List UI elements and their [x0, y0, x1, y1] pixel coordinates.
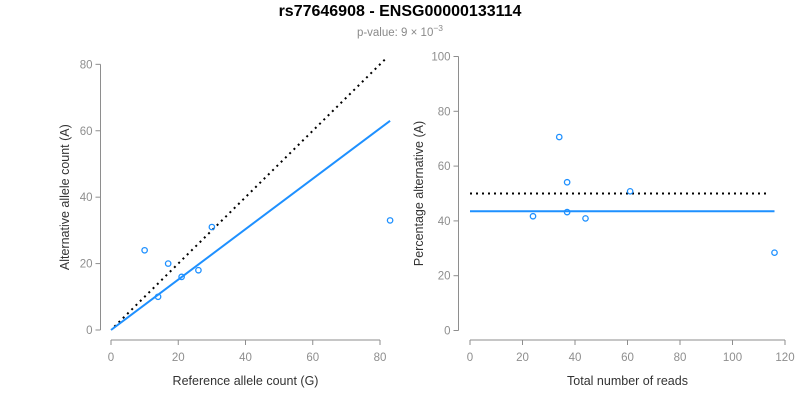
data-point — [626, 187, 634, 195]
identity-dotted-line — [113, 56, 388, 328]
data-point — [529, 212, 537, 220]
x-tick-label: 20 — [516, 352, 529, 364]
x-tick-label: 80 — [374, 352, 387, 364]
x-tick-label: 120 — [775, 352, 794, 364]
y-tick-label: 40 — [438, 216, 451, 228]
x-tick-label: 60 — [621, 352, 634, 364]
data-point — [208, 223, 216, 231]
data-point — [771, 249, 778, 257]
y-tick-label: 60 — [438, 161, 451, 173]
y-tick-label: 60 — [80, 126, 93, 138]
x-tick-label: 40 — [239, 352, 252, 364]
data-point — [178, 273, 185, 281]
figure-title: rs77646908 - ENSG00000133114 — [278, 3, 522, 20]
x-axis-title: Reference allele count (G) — [173, 374, 319, 388]
x-tick-label: 0 — [467, 352, 473, 364]
x-tick-label: 100 — [723, 352, 742, 364]
y-tick-label: 80 — [80, 59, 93, 71]
x-tick-label: 20 — [172, 352, 185, 364]
data-point — [195, 266, 202, 274]
data-point — [582, 215, 589, 222]
percentage-alternative-scatter: 0 20 40 60 80 100 0 20 40 60 80 100 120 Total number … — [412, 52, 795, 389]
y-tick-label: 0 — [444, 326, 450, 338]
pvalue-exponent: −3 — [433, 23, 444, 33]
allele-count-scatter: 0 20 40 60 80 0 20 40 60 80 Reference allele count… — [58, 56, 394, 388]
data-point — [386, 217, 394, 224]
x-tick-label: 0 — [108, 352, 114, 364]
x-tick-label: 40 — [569, 352, 582, 364]
x-tick-label: 60 — [306, 352, 319, 364]
y-tick-label: 80 — [438, 106, 451, 118]
data-point — [563, 208, 571, 216]
figure-subtitle: p-value: 9 × 10−3 — [0, 23, 800, 39]
allelic-ratio-fit-line — [110, 119, 391, 331]
y-tick-label: 0 — [86, 325, 92, 337]
data-point — [141, 246, 148, 254]
x-tick-label: 80 — [674, 352, 687, 364]
data-point — [164, 260, 172, 267]
y-tick-label: 100 — [431, 52, 450, 64]
pvalue-text: p-value: 9 × 10 — [356, 26, 434, 39]
data-point — [555, 133, 563, 141]
data-point — [563, 178, 571, 186]
y-axis-title: Percentage alternative (A) — [412, 121, 426, 266]
y-axis-title: Alternative allele count (A) — [58, 124, 72, 270]
y-tick-label: 20 — [80, 259, 93, 271]
y-tick-label: 40 — [80, 192, 93, 204]
x-axis-title: Total number of reads — [567, 374, 688, 388]
y-tick-label: 20 — [438, 271, 451, 283]
data-point — [154, 293, 162, 301]
